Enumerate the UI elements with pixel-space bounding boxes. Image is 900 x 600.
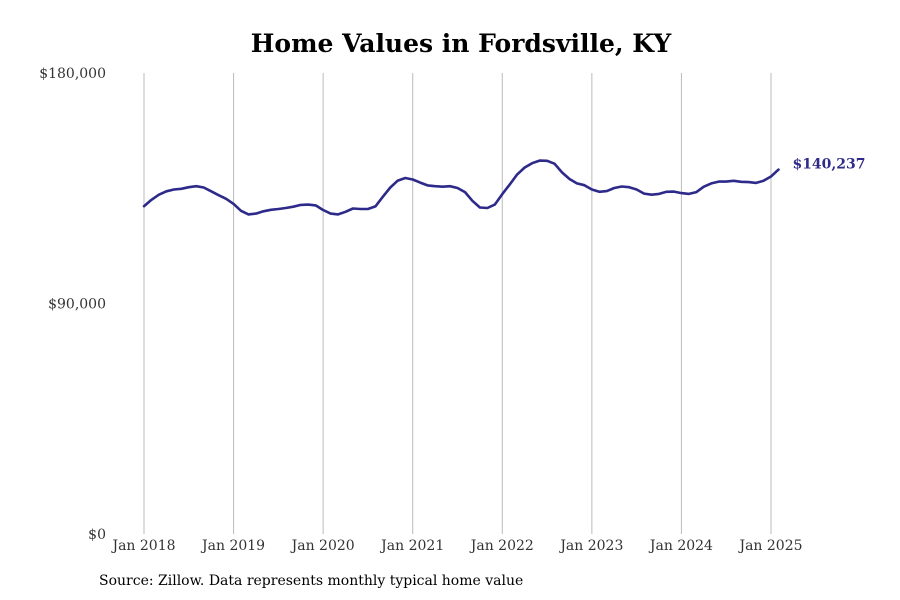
chart-title: Home Values in Fordsville, KY — [251, 29, 673, 58]
x-tick-label: Jan 2021 — [379, 538, 444, 554]
x-tick-label: Jan 2018 — [110, 538, 175, 554]
x-axis-tick-labels: Jan 2018 Jan 2019 Jan 2020 Jan 2021 Jan 2022… — [110, 538, 802, 554]
series — [142, 159, 780, 216]
home-value-line — [142, 159, 780, 216]
x-tick-label: Jan 2022 — [469, 538, 534, 554]
source-note: Source: Zillow. Data represents monthly … — [99, 573, 524, 589]
y-tick-label: $180,000 — [39, 66, 106, 82]
x-tick-label: Jan 2019 — [200, 538, 265, 554]
x-tick-label: Jan 2020 — [290, 538, 355, 554]
end-value-label: $140,237 — [792, 157, 865, 173]
y-tick-label: $0 — [88, 527, 106, 543]
gridlines — [143, 73, 772, 534]
x-tick-label: Jan 2025 — [737, 538, 802, 554]
y-tick-label: $90,000 — [48, 297, 106, 313]
x-tick-label: Jan 2024 — [648, 538, 713, 554]
y-axis-tick-labels: $0 $90,000 $180,000 — [39, 66, 106, 543]
x-tick-label: Jan 2023 — [558, 538, 623, 554]
